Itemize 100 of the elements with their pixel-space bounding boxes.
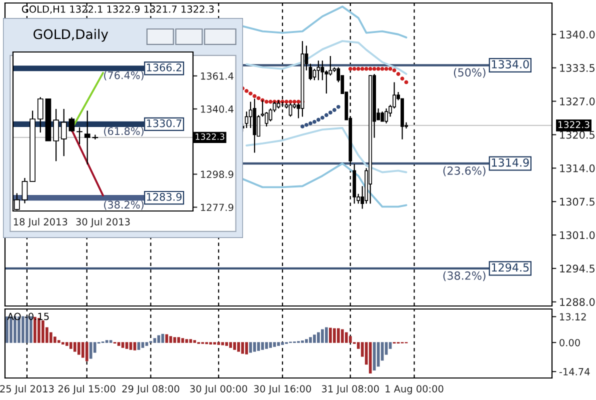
- ref-line-label: 1322.3: [196, 133, 224, 140]
- y-tick-label: 1294.5: [560, 264, 594, 273]
- candlestick: [312, 68, 316, 81]
- point: [332, 108, 336, 112]
- y-tick-label: 1298.9: [201, 170, 234, 178]
- bar: [225, 342, 228, 346]
- chart-title: GOLD,H1 1322.1 1322.9 1321.7 1322.3: [22, 5, 214, 14]
- line-series: [242, 6, 408, 38]
- point: [392, 68, 396, 72]
- point: [296, 100, 300, 104]
- candlestick: [53, 108, 59, 162]
- candlestick: [37, 96, 44, 134]
- y-tick-label: 1327.0: [560, 97, 595, 106]
- ref-line-label: 1314.9: [492, 158, 529, 167]
- point: [320, 116, 324, 120]
- x-tick-label: 30 Jul 16:00: [254, 384, 311, 394]
- point: [400, 76, 404, 81]
- point: [368, 66, 372, 71]
- bar: [121, 342, 124, 348]
- point: [308, 121, 312, 126]
- y-tick-label: 1333.5: [560, 64, 594, 72]
- annotation: (61.8%): [104, 126, 144, 136]
- y-tick-label: 0.00: [560, 338, 580, 346]
- chart-title: GOLD,Daily: [34, 28, 108, 42]
- candlestick: [384, 108, 388, 124]
- point: [356, 66, 360, 71]
- bar: [336, 328, 340, 343]
- candlestick: [380, 110, 384, 122]
- x-tick-label: 1 Aug 00:00: [386, 385, 444, 394]
- bar: [137, 342, 140, 350]
- point: [316, 118, 320, 122]
- point: [252, 94, 257, 98]
- x-tick-label: 18 Jul 2013: [14, 218, 68, 228]
- point: [256, 96, 260, 100]
- point: [248, 92, 253, 96]
- point: [292, 100, 296, 104]
- bar: [233, 342, 236, 350]
- candlestick: [320, 60, 324, 81]
- point: [384, 66, 388, 71]
- point: [324, 113, 328, 118]
- annotation: (38.2%): [104, 200, 144, 210]
- line-series: [246, 127, 408, 174]
- bar: [321, 329, 324, 343]
- point: [300, 124, 304, 128]
- bar: [269, 342, 272, 348]
- line-series: [242, 162, 408, 208]
- annotation: (50%): [454, 68, 486, 78]
- point: [396, 72, 400, 76]
- point: [388, 66, 392, 71]
- x-tick-label: 30 Jul 00:00: [190, 384, 248, 394]
- ref-line-label: 1334.0: [492, 60, 529, 68]
- point: [336, 104, 340, 109]
- bar: [181, 338, 184, 343]
- point: [360, 66, 364, 71]
- bar: [173, 337, 176, 343]
- ref-line-label: 1322.3: [558, 121, 590, 128]
- point: [372, 66, 376, 71]
- point: [352, 66, 356, 71]
- point: [404, 80, 408, 84]
- x-tick-label: 30 Jul 2013: [76, 218, 130, 228]
- candlestick: [264, 112, 268, 128]
- candlestick: [76, 126, 82, 145]
- bar: [165, 334, 168, 343]
- bar: [42, 320, 44, 343]
- x-tick-label: 26 Jul 15:00: [58, 384, 116, 394]
- bar: [129, 342, 132, 350]
- y-tick-label: 1301.0: [560, 231, 595, 240]
- annotation: (76.4%): [104, 71, 144, 80]
- bar: [85, 342, 88, 362]
- ref-line-label: 1366.2: [146, 64, 182, 72]
- ref-line-label: 1294.5: [492, 263, 529, 272]
- y-tick-label: 1340.0: [560, 30, 595, 38]
- candlestick: [84, 110, 90, 166]
- point: [376, 66, 380, 71]
- annotation: (38.2%): [443, 271, 486, 282]
- y-tick-label: 1320.5: [560, 130, 594, 139]
- bar: [77, 342, 80, 355]
- x-tick-label: 31 Jul 08:00: [322, 384, 379, 394]
- ref-line-label: 1330.7: [146, 119, 182, 128]
- y-tick-label: 1361.4: [201, 72, 234, 80]
- y-tick-label: 1314.0: [560, 164, 595, 172]
- ref-line-label: 1283.9: [146, 192, 182, 201]
- point: [364, 66, 368, 71]
- y-tick-label: -14.74: [559, 368, 590, 376]
- bar: [328, 328, 332, 343]
- annotation: (23.6%): [443, 166, 486, 176]
- y-tick-label: 1277.9: [201, 204, 234, 212]
- x-tick-label: 29 Jul 08:00: [122, 384, 180, 394]
- bar: [189, 339, 192, 343]
- point: [304, 122, 308, 127]
- point: [348, 66, 352, 71]
- point: [288, 100, 292, 104]
- candlestick: [60, 108, 67, 157]
- point: [284, 100, 288, 104]
- y-tick-label: 1307.5: [560, 198, 594, 206]
- candlestick: [68, 116, 75, 132]
- bar: [277, 342, 280, 346]
- y-tick-label: 1340.4: [201, 105, 234, 113]
- x-tick-label: 25 Jul 2013: [0, 384, 54, 394]
- point: [268, 100, 272, 104]
